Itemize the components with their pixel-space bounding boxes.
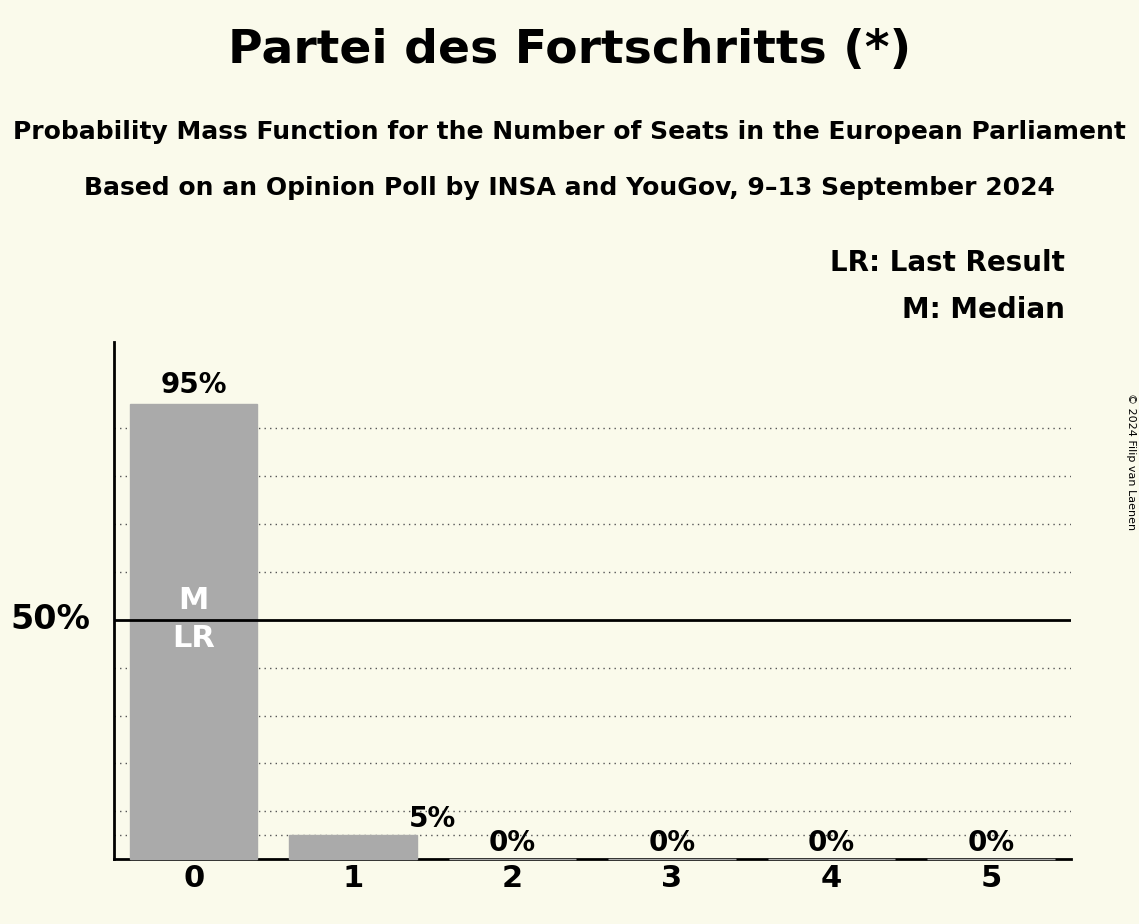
Text: 0%: 0% (489, 829, 536, 857)
Text: M
LR: M LR (172, 586, 215, 653)
Bar (130, 404, 257, 859)
Text: M: Median: M: Median (902, 296, 1065, 323)
Text: 0%: 0% (967, 829, 1015, 857)
Bar (289, 835, 417, 859)
Text: 5%: 5% (409, 805, 456, 833)
Text: Partei des Fortschritts (*): Partei des Fortschritts (*) (228, 28, 911, 73)
Text: Probability Mass Function for the Number of Seats in the European Parliament: Probability Mass Function for the Number… (13, 120, 1126, 144)
Text: Based on an Opinion Poll by INSA and YouGov, 9–13 September 2024: Based on an Opinion Poll by INSA and You… (84, 176, 1055, 200)
Text: 95%: 95% (161, 371, 227, 399)
Text: LR: Last Result: LR: Last Result (830, 249, 1065, 277)
Text: 50%: 50% (10, 603, 90, 637)
Text: 0%: 0% (648, 829, 696, 857)
Text: © 2024 Filip van Laenen: © 2024 Filip van Laenen (1126, 394, 1136, 530)
Text: 0%: 0% (808, 829, 855, 857)
